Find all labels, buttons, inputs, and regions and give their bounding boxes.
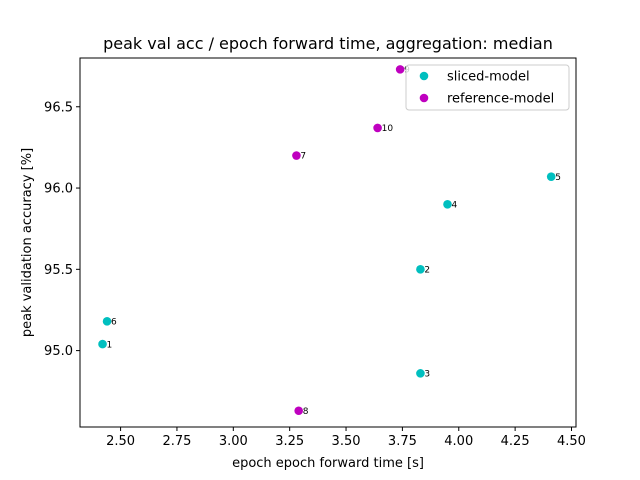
y-tick-label: 95.0 [44, 344, 73, 359]
point-label: 10 [382, 124, 394, 134]
legend-entry: reference-model [447, 92, 554, 107]
axis-ticks: 2.50 2.75 3.00 3.25 3.50 3.75 4.00 4.25 4.50 95.0… [44, 100, 586, 449]
data-point [294, 406, 303, 416]
x-tick-label: 3.50 [332, 434, 361, 449]
x-tick-label: 2.50 [106, 434, 135, 449]
x-tick-label: 4.00 [444, 434, 473, 449]
point-label: 1 [107, 340, 113, 350]
legend-entry: sliced-model [447, 70, 530, 85]
y-tick-label: 96.5 [44, 100, 73, 115]
x-tick-label: 4.50 [557, 434, 586, 449]
x-axis-label: epoch epoch forward time [s] [232, 456, 424, 471]
data-point [443, 199, 452, 209]
point-label: 7 [300, 152, 306, 162]
y-tick-label: 95.5 [44, 263, 73, 278]
data-points: 12345678910 [98, 65, 561, 417]
data-point [98, 339, 107, 349]
legend: sliced-model reference-model [405, 64, 570, 111]
plot-frame [79, 57, 577, 428]
point-label: 5 [555, 173, 561, 183]
point-label: 4 [451, 200, 457, 210]
x-tick-label: 3.00 [219, 434, 248, 449]
x-tick-label: 3.25 [275, 434, 304, 449]
data-point [373, 123, 382, 133]
x-tick-label: 3.75 [388, 434, 417, 449]
x-tick-label: 2.75 [162, 434, 191, 449]
data-point [395, 65, 405, 74]
y-tick-label: 96.0 [44, 182, 73, 197]
data-point [416, 265, 425, 274]
legend-marker [419, 93, 429, 103]
point-label: 8 [303, 407, 309, 417]
legend-marker [419, 71, 429, 81]
point-label: 2 [424, 266, 430, 276]
chart-title: peak val acc / epoch forward time, aggre… [103, 34, 553, 53]
y-axis-label: peak validation accuracy [%] [20, 148, 35, 337]
data-point [292, 151, 301, 160]
data-point [546, 172, 556, 181]
legend-box [405, 64, 570, 111]
data-point [416, 369, 425, 378]
point-label: 6 [111, 318, 117, 328]
point-label: 3 [424, 370, 430, 380]
x-tick-label: 4.25 [501, 434, 530, 449]
data-point [102, 317, 112, 326]
